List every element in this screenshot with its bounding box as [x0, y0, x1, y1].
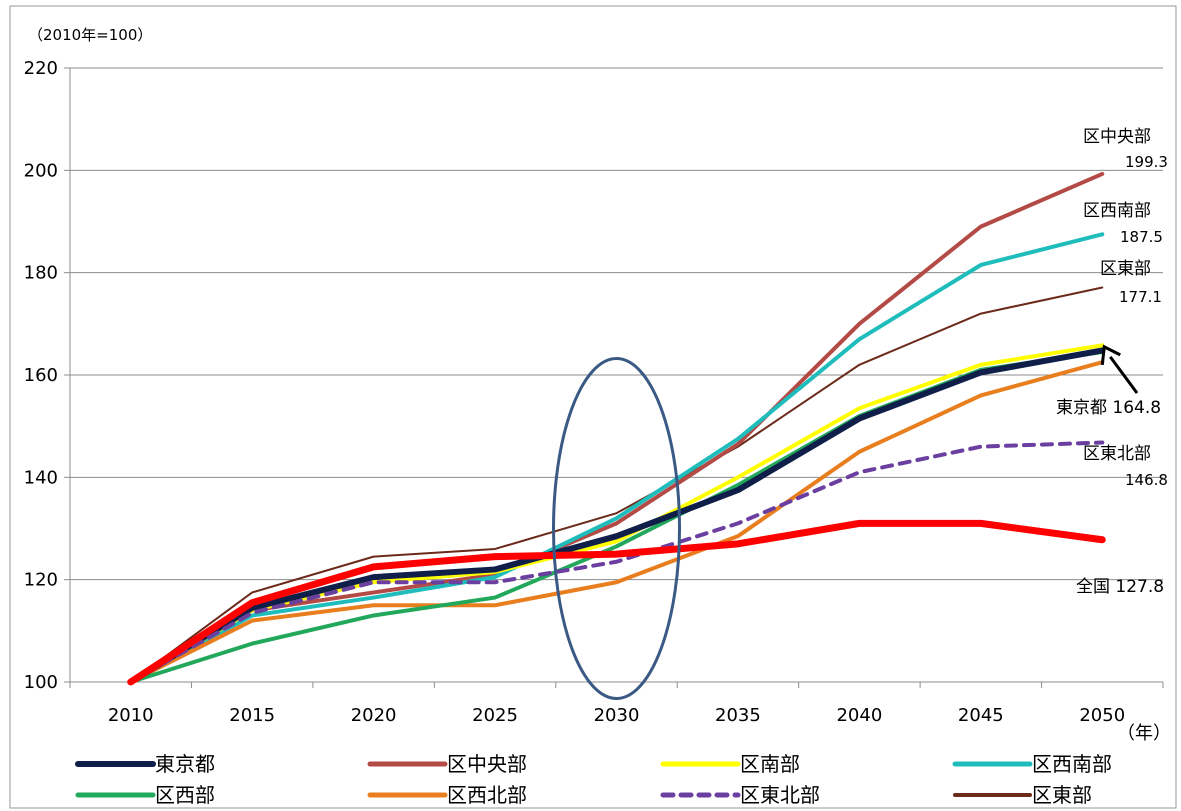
grid	[70, 67, 1163, 581]
x-tick-label: 2050	[1079, 705, 1125, 726]
legend-label: 区西南部	[1032, 752, 1112, 776]
annotation-value: 177.1	[1119, 288, 1162, 306]
legend-label: 東京都	[155, 752, 215, 776]
x-tick-label: 2030	[594, 705, 640, 726]
annotation-value: 199.3	[1125, 153, 1168, 171]
arrow-head	[1100, 344, 1121, 366]
x-unit-label: （年）	[1117, 723, 1171, 744]
x-tick-label: 2040	[836, 705, 882, 726]
series-line-区西北部	[128, 360, 1105, 684]
chart-border	[9, 5, 1177, 809]
y-tick-label: 200	[24, 160, 58, 181]
series-line-区東北部	[128, 440, 1105, 684]
x-tick-label: 2015	[229, 705, 275, 726]
annotation-label: 全国 127.8	[1076, 577, 1164, 597]
legend-label: 区東北部	[740, 783, 820, 807]
annotation-label: 東京都 164.8	[1056, 398, 1161, 418]
legend-label: 区南部	[740, 752, 800, 776]
unit-label: （2010年=100）	[28, 26, 152, 44]
y-tick-label: 220	[24, 58, 58, 79]
annotation-label: 区東北部	[1083, 444, 1151, 464]
legend-label: 区西部	[155, 783, 215, 807]
legend-label: 区西北部	[447, 783, 527, 807]
series-line-区西南部	[128, 232, 1105, 684]
legend-label: 区中央部	[447, 752, 527, 776]
x-tick-label: 2010	[108, 705, 154, 726]
y-tick-label: 180	[24, 263, 58, 284]
y-tick-label: 120	[24, 570, 58, 591]
annotation-label: 区中央部	[1083, 127, 1151, 147]
x-tick-label: 2035	[715, 705, 761, 726]
legend-label: 区東部	[1032, 783, 1092, 807]
series-line-東京都	[127, 347, 1106, 685]
arrow-shaft	[1109, 355, 1139, 394]
y-tick-label: 100	[24, 672, 58, 693]
annotations: 区中央部 199.3 区西南部 187.5 区東部 177.1 東京都 164.8 区東北部 1…	[1056, 127, 1168, 597]
series-line-全国	[127, 519, 1106, 686]
x-tick-label: 2025	[472, 705, 518, 726]
annotation-value: 187.5	[1120, 228, 1163, 246]
axes: 100 120 140 160 180 200 220 2010 2015 2020 2025 203…	[24, 58, 1164, 726]
annotation-value: 146.8	[1125, 471, 1168, 489]
series-layer	[127, 171, 1106, 686]
highlight-layer	[552, 357, 681, 700]
annotation-label: 区西南部	[1083, 201, 1151, 221]
y-tick-label: 140	[24, 467, 58, 488]
x-tick-label: 2020	[351, 705, 397, 726]
x-tick-label: 2045	[958, 705, 1004, 726]
highlight-ellipse	[552, 357, 681, 700]
y-tick-label: 160	[24, 365, 58, 386]
annotation-label: 区東部	[1100, 259, 1151, 279]
series-line-区東部	[129, 286, 1104, 683]
